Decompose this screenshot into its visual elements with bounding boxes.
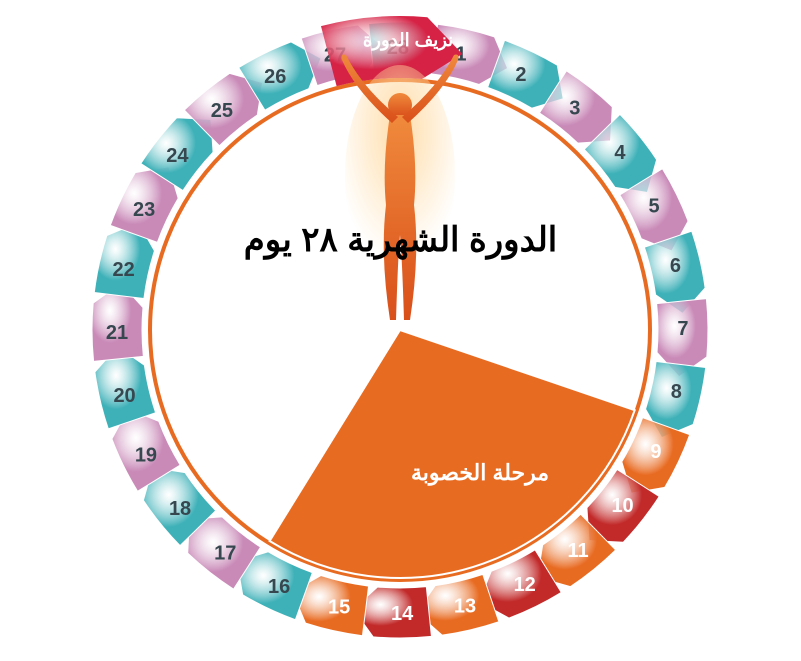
day-number: 26 bbox=[264, 66, 286, 88]
day-number: 25 bbox=[211, 100, 233, 122]
day-number: 2 bbox=[515, 64, 526, 86]
day-number: 15 bbox=[328, 596, 350, 618]
day-number: 18 bbox=[169, 498, 191, 520]
day-number: 17 bbox=[214, 543, 236, 565]
day-number: 24 bbox=[166, 145, 189, 167]
day-number: 7 bbox=[677, 318, 688, 340]
day-number: 4 bbox=[614, 142, 626, 164]
day-number: 22 bbox=[113, 259, 135, 281]
day-number: 8 bbox=[671, 381, 682, 403]
day-number: 9 bbox=[650, 441, 661, 463]
cycle-diagram: 1234567891011121314151617181920212223242… bbox=[0, 0, 801, 661]
day-number: 5 bbox=[648, 195, 659, 217]
day-number: 3 bbox=[569, 97, 580, 119]
main-title: الدورة الشهرية ٢٨ يوم bbox=[0, 220, 801, 260]
day-number: 19 bbox=[135, 445, 157, 467]
day-number: 16 bbox=[268, 576, 290, 598]
day-number: 12 bbox=[514, 574, 536, 596]
day-number: 10 bbox=[611, 495, 633, 517]
day-number: 14 bbox=[391, 603, 414, 625]
fertility-label: مرحلة الخصوبة bbox=[380, 460, 580, 486]
day-number: 23 bbox=[133, 199, 155, 221]
day-number: 13 bbox=[454, 595, 476, 617]
cycle-svg: 1234567891011121314151617181920212223242… bbox=[0, 0, 801, 661]
bleed-label: نزيف الدورة bbox=[348, 30, 468, 51]
day-number: 20 bbox=[113, 385, 135, 407]
day-number: 21 bbox=[106, 322, 128, 344]
day-number: 11 bbox=[568, 540, 589, 562]
